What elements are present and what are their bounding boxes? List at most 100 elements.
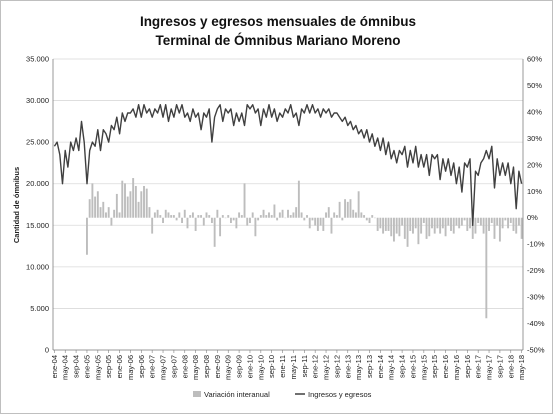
bar — [338, 201, 341, 218]
bar — [170, 215, 173, 218]
bar — [273, 204, 276, 218]
bar — [490, 217, 493, 224]
bar — [156, 209, 159, 218]
bar — [91, 183, 94, 218]
bar — [270, 215, 273, 218]
bar — [278, 212, 281, 218]
x-tick-label: ene-13 — [343, 355, 352, 378]
right-axis-ticks: -50% -40% -30% -20% -10% 0% 10% 20% 30% 40% 50% 60% — [527, 55, 545, 355]
bar — [346, 201, 349, 218]
x-tick-label: ene-05 — [83, 355, 92, 378]
line-path — [53, 103, 523, 227]
x-tick-label: sep-08 — [202, 355, 211, 378]
bar — [148, 207, 151, 218]
bar — [162, 217, 164, 224]
bar — [311, 217, 314, 221]
bar — [164, 209, 167, 218]
bar — [316, 217, 319, 231]
bar — [262, 209, 265, 218]
x-tick-label: ene-16 — [441, 355, 450, 378]
y-axis-label: Cantidad de ómnibus — [12, 167, 21, 243]
x-tick-label: may-05 — [93, 355, 102, 380]
x-tick-label: sep-14 — [398, 355, 407, 378]
right-tick-label: 10% — [527, 187, 542, 196]
gridlines — [53, 58, 523, 351]
left-tick-label: 35.000 — [26, 55, 49, 64]
bar — [387, 217, 390, 231]
x-tick-label: may-07 — [159, 355, 168, 380]
bar — [420, 217, 423, 234]
bar — [325, 212, 327, 218]
right-tick-label: 30% — [527, 134, 542, 143]
x-tick-label: sep-16 — [463, 355, 472, 378]
bar — [189, 215, 192, 218]
bar — [132, 178, 135, 218]
bar — [208, 215, 211, 218]
right-tick-label: -40% — [527, 319, 545, 328]
x-tick-label: sep-04 — [72, 355, 81, 378]
bar — [466, 217, 469, 231]
bar — [360, 212, 363, 218]
bar — [219, 217, 222, 237]
x-tick-label: sep-09 — [235, 355, 244, 378]
bar — [365, 217, 368, 221]
bar — [281, 209, 284, 218]
bar — [265, 215, 268, 218]
bar — [243, 183, 246, 218]
bar — [319, 217, 322, 226]
bar — [167, 212, 170, 218]
chart-subtitle: Terminal de Ómnibus Mariano Moreno — [155, 33, 400, 48]
bar — [86, 217, 88, 255]
x-tick-label: ene-11 — [278, 355, 287, 378]
bar — [441, 217, 444, 229]
bar — [297, 180, 300, 218]
bar — [303, 217, 306, 221]
bar — [349, 199, 352, 218]
bar — [450, 217, 452, 231]
right-tick-label: -50% — [527, 346, 545, 355]
bar — [140, 191, 143, 218]
x-tick-label: may-15 — [419, 355, 428, 380]
bar — [447, 217, 450, 226]
bar — [398, 217, 401, 237]
bar — [482, 217, 485, 234]
x-tick-label: ene-04 — [50, 355, 59, 378]
x-tick-label: may-12 — [322, 355, 331, 380]
bar — [292, 212, 295, 218]
legend-label-line: Ingresos y egresos — [308, 390, 372, 399]
right-tick-label: 40% — [527, 107, 542, 116]
bar — [354, 212, 357, 218]
bar — [371, 215, 374, 218]
bar — [300, 212, 303, 218]
bar — [115, 193, 118, 218]
bar — [496, 217, 499, 226]
bar — [216, 209, 219, 218]
x-tick-label: sep-13 — [365, 355, 374, 378]
bar — [197, 215, 200, 218]
line-series — [53, 103, 523, 227]
bar — [425, 217, 428, 239]
left-tick-label: 20.000 — [26, 179, 49, 188]
left-tick-label: 25.000 — [26, 138, 49, 147]
x-tick-label: sep-06 — [137, 355, 146, 378]
bar — [322, 217, 325, 231]
bar — [105, 212, 107, 218]
bar — [259, 215, 262, 218]
chart-title: Ingresos y egresos mensuales de ómnibus — [140, 14, 416, 29]
right-tick-label: -10% — [527, 240, 545, 249]
bar — [210, 217, 213, 224]
bar — [428, 217, 431, 237]
bar — [352, 209, 355, 218]
bar — [504, 217, 507, 221]
bar — [124, 183, 126, 218]
bar — [460, 217, 463, 226]
bar — [227, 215, 230, 218]
x-tick-label: may-11 — [289, 355, 298, 379]
x-tick-label: may-13 — [354, 355, 363, 380]
axes — [52, 59, 524, 351]
bar — [88, 199, 91, 218]
right-tick-label: 60% — [527, 55, 542, 64]
bar — [134, 185, 137, 218]
x-tick-label: may-17 — [485, 355, 494, 380]
